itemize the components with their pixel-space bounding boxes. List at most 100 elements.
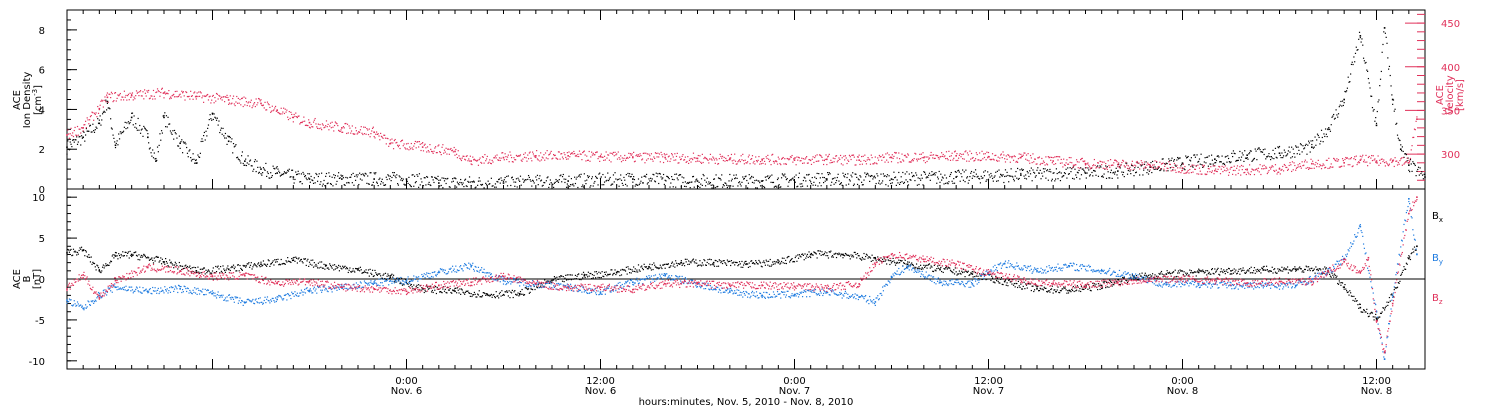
density-series-sample [1069,167,1071,169]
velocity-series-sample [1045,156,1047,158]
bx-series-sample [218,268,220,270]
velocity-series-sample [441,146,443,148]
velocity-series-sample [1274,170,1276,172]
velocity-series-sample [1097,162,1099,164]
density-series-sample [574,182,577,185]
bx-series-sample [629,268,632,270]
velocity-series-sample [1197,164,1199,166]
velocity-series-sample [809,159,811,161]
velocity-series-sample [1092,165,1094,167]
density-series-sample [1158,166,1160,168]
velocity-series-sample [832,157,834,159]
bx-series-sample [823,253,826,255]
density-series-sample [470,184,472,187]
density-series-sample [617,178,619,180]
density-series-sample [285,172,287,175]
velocity-series-sample [461,157,463,159]
bx-series-sample [566,274,568,276]
bx-series-sample [508,290,510,292]
velocity-series-sample [1372,155,1374,157]
velocity-series-sample [466,155,468,157]
bx-series-sample [569,278,571,280]
velocity-series-sample [530,157,532,159]
bx-series-sample [426,285,428,287]
bx-series-sample [361,272,363,274]
bx-series-sample [943,268,945,270]
density-series-sample [669,186,671,188]
density-series-sample [1368,82,1370,84]
density-series-sample [1236,159,1238,162]
velocity-series-sample [1164,163,1167,165]
velocity-series-sample [285,111,287,113]
density-series-sample [1184,169,1186,171]
density-series-sample [668,178,670,180]
bx-series-sample [456,287,459,289]
density-series-sample [1095,174,1097,176]
velocity-series-sample [240,104,242,106]
velocity-series-sample [497,159,499,161]
density-series-sample [621,182,623,184]
bx-series-sample [571,274,573,276]
bx-series-sample [170,261,172,263]
velocity-series-sample [1386,162,1388,164]
density-series-sample [1002,174,1004,176]
bx-series-sample [212,267,214,269]
velocity-series-sample [553,153,555,156]
velocity-series-point [106,96,109,99]
density-series-sample [216,117,218,119]
velocity-series-sample [1375,161,1377,163]
bx-series-sample [414,289,416,291]
velocity-series-sample [652,160,654,162]
bx-series-sample [667,263,669,265]
velocity-series-sample [527,154,529,156]
velocity-series-sample [717,163,719,165]
density-series-sample [880,173,882,175]
density-series-sample [1295,145,1297,147]
density-series-sample [993,176,995,178]
density-series-sample [1054,178,1057,180]
density-series-sample [265,162,267,165]
density-series-sample [1135,171,1138,173]
bx-series-sample [645,266,647,268]
density-series-sample [1191,165,1193,167]
velocity-series-sample [1053,163,1055,166]
velocity-series-sample [1005,155,1007,157]
velocity-series-sample [925,156,927,158]
bx-series-sample [718,259,720,261]
bx-series-sample [830,250,832,252]
density-series-sample [1174,164,1176,166]
density-series-sample [1226,161,1228,163]
velocity-series-sample [426,146,429,148]
velocity-series-sample [1238,169,1240,171]
velocity-series-sample [688,162,690,165]
bx-series-sample [450,291,452,294]
bx-series-sample [249,264,252,266]
velocity-series-sample [601,156,603,158]
bx-series-sample [424,289,426,291]
density-series-sample [1129,170,1131,172]
density-series-sample [377,185,379,187]
density-series-sample [586,179,588,181]
bx-series-sample [720,262,722,264]
density-series-sample [133,115,135,117]
bx-series-sample [106,264,109,266]
density-series-sample [1151,171,1153,174]
bx-series-sample [97,267,100,269]
bx-series-sample [647,268,649,270]
bx-series-sample [852,254,854,256]
velocity-series-sample [967,154,969,156]
bx-series-sample [261,265,263,267]
density-series-sample [496,180,498,183]
velocity-series-sample [1219,173,1222,175]
velocity-series-sample [163,97,165,99]
bx-series-sample [749,265,751,268]
velocity-series-sample [1270,166,1273,168]
velocity-series-sample [1115,160,1117,162]
velocity-series-sample [101,100,104,102]
bx-series-sample [697,264,699,266]
density-series-sample [384,184,387,186]
velocity-series-sample [1004,158,1006,160]
density-series-sample [699,186,701,188]
bx-series-sample [784,262,786,265]
bx-series-sample [1009,281,1011,283]
